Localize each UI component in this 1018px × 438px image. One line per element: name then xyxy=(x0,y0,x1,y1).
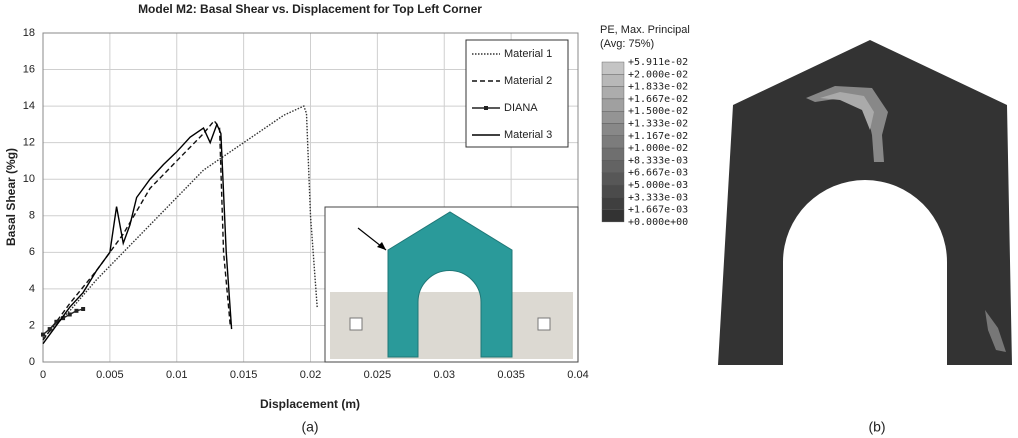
x-tick-label: 0.03 xyxy=(434,369,455,381)
contour-level-label: +1.667e-03 xyxy=(628,205,688,216)
contour-level-label: +1.333e-02 xyxy=(628,119,688,130)
contour-swatch xyxy=(602,99,624,111)
contour-level-label: +5.000e-03 xyxy=(628,180,688,191)
marker xyxy=(41,333,45,337)
figure: Model M2: Basal Shear vs. Displacement f… xyxy=(0,0,1018,438)
y-tick-label: 14 xyxy=(23,100,35,112)
contour-legend: +5.911e-02+2.000e-02 +1.833e-02+1.667e-02… xyxy=(602,57,688,228)
contour-swatch xyxy=(602,173,624,185)
contour-level-label: +3.333e-03 xyxy=(628,192,688,203)
marker xyxy=(68,312,72,316)
contour-plot: PE, Max. Principal (Avg: 75%) +5.911e-02… xyxy=(600,24,1012,365)
x-axis-label: Displacement (m) xyxy=(260,397,360,411)
y-tick-label: 10 xyxy=(23,173,35,185)
contour-swatch xyxy=(602,62,624,74)
contour-swatch xyxy=(602,74,624,86)
x-tick-label: 0.015 xyxy=(230,369,258,381)
x-tick-label: 0 xyxy=(40,369,46,381)
contour-level-label: +1.833e-02 xyxy=(628,82,688,93)
contour-subtitle: (Avg: 75%) xyxy=(600,38,654,50)
legend-label: DIANA xyxy=(504,102,538,114)
contour-swatch xyxy=(602,197,624,209)
marker xyxy=(74,309,78,313)
contour-level-label: +1.000e-02 xyxy=(628,143,688,154)
contour-swatch xyxy=(602,160,624,172)
legend-label: Material 3 xyxy=(504,129,552,141)
y-tick-label: 2 xyxy=(29,319,35,331)
y-tick-label: 6 xyxy=(29,246,35,258)
contour-level-label: +0.000e+00 xyxy=(628,217,688,228)
contour-title: PE, Max. Principal xyxy=(600,24,690,36)
chart-title: Model M2: Basal Shear vs. Displacement f… xyxy=(138,2,482,16)
contour-swatch xyxy=(602,148,624,160)
contour-swatch xyxy=(602,185,624,197)
x-tick-label: 0.005 xyxy=(96,369,124,381)
y-axis-label: Basal Shear (%g) xyxy=(4,148,18,246)
contour-level-label: +1.667e-02 xyxy=(628,94,688,105)
marker xyxy=(81,307,85,311)
inset-model xyxy=(325,207,578,362)
contour-level-label: +6.667e-03 xyxy=(628,168,688,179)
contour-swatch xyxy=(602,124,624,136)
contour-swatch xyxy=(602,87,624,99)
y-tick-label: 8 xyxy=(29,210,35,222)
caption: (a) xyxy=(301,419,318,435)
window xyxy=(538,318,550,330)
y-tick-label: 16 xyxy=(23,63,35,75)
ground xyxy=(330,292,573,359)
x-tick-label: 0.04 xyxy=(567,369,588,381)
x-tick-label: 0.025 xyxy=(364,369,392,381)
series-line xyxy=(43,124,232,343)
y-tick-label: 4 xyxy=(29,283,35,295)
legend-label: Material 1 xyxy=(504,48,552,60)
contour-level-label: +1.500e-02 xyxy=(628,106,688,117)
contour-swatch xyxy=(602,210,624,222)
x-tick-label: 0.02 xyxy=(300,369,321,381)
legend-marker xyxy=(484,106,488,110)
y-tick-label: 0 xyxy=(29,356,35,368)
x-tick-label: 0.01 xyxy=(166,369,187,381)
series-line xyxy=(43,121,230,340)
contour-level-label: +5.911e-02 xyxy=(628,57,688,68)
y-tick-label: 12 xyxy=(23,137,35,149)
contour-level-label: +8.333e-03 xyxy=(628,155,688,166)
marker xyxy=(48,327,52,331)
contour-level-label: +2.000e-02 xyxy=(628,69,688,80)
x-tick-label: 0.035 xyxy=(497,369,525,381)
window xyxy=(350,318,362,330)
caption: (b) xyxy=(868,419,885,435)
series-line xyxy=(43,106,317,338)
y-tick-label: 18 xyxy=(23,27,35,39)
contour-swatch xyxy=(602,136,624,148)
contour-level-label: +1.167e-02 xyxy=(628,131,688,142)
legend-label: Material 2 xyxy=(504,75,552,87)
contour-swatch xyxy=(602,111,624,123)
